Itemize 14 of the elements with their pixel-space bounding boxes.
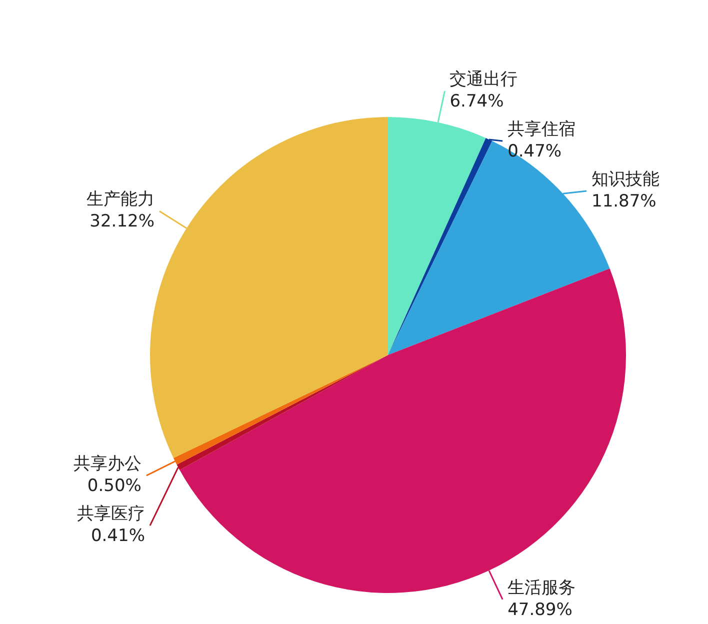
slice-label: 交通出行 [450,69,518,90]
slice-label: 共享医疗 [76,504,145,524]
data-label: 47.89% [508,600,572,620]
data-label: 0.47% [508,141,562,162]
slice-label: 共享办公 [73,454,142,474]
slice-label: 共享住宿 [508,119,576,140]
slice-label: 知识技能 [591,169,660,190]
slice-label: 生活服务 [508,578,576,598]
data-label: 11.87% [591,191,656,212]
data-label: 0.41% [90,526,145,546]
data-label: 32.12% [90,212,154,232]
data-label: 6.74% [450,91,504,112]
data-label: 0.50% [87,476,142,496]
slice-label: 生产能力 [86,190,154,210]
